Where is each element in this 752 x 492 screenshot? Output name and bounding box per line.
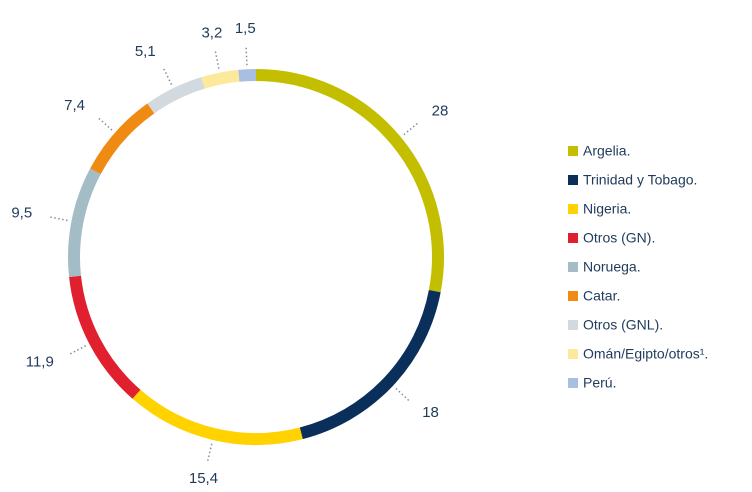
leader-line — [214, 48, 220, 69]
data-label: 11,9 — [26, 353, 54, 370]
leader-line — [162, 66, 173, 85]
leader-line — [67, 345, 87, 356]
legend-swatch — [568, 233, 578, 243]
legend-label: Otros (GNL). — [583, 317, 663, 333]
legend-label: Noruega. — [583, 259, 641, 275]
legend-swatch — [568, 378, 578, 388]
legend-swatch — [568, 146, 578, 156]
leader-line — [403, 121, 420, 136]
legend-swatch — [568, 262, 578, 272]
legend-swatch — [568, 291, 578, 301]
data-label: 1,5 — [235, 20, 256, 37]
leader-line — [395, 387, 412, 403]
legend-label: Omán/Egipto/otros¹. — [583, 346, 708, 362]
leader-line — [47, 215, 68, 222]
data-label: 9,5 — [11, 205, 32, 222]
donut-slice — [255, 69, 444, 293]
data-label: 28 — [432, 103, 449, 120]
data-label: 7,4 — [64, 97, 85, 114]
legend-swatch — [568, 175, 578, 185]
donut-slice — [147, 77, 205, 114]
legend-swatch — [568, 204, 578, 214]
data-label: 15,4 — [189, 470, 218, 487]
leader-line — [96, 116, 113, 131]
donut-slice — [90, 103, 155, 175]
data-label: 5,1 — [135, 43, 156, 60]
donut-slice — [68, 168, 101, 278]
data-label: 18 — [422, 404, 439, 421]
leader-line — [245, 45, 248, 66]
data-label: 3,2 — [201, 24, 222, 41]
legend-label: Trinidad y Tobago. — [583, 172, 697, 188]
donut-slice — [201, 69, 240, 89]
legend-label: Nigeria. — [583, 201, 631, 217]
donut-slice — [69, 275, 141, 399]
legend-swatch — [568, 320, 578, 330]
donut-slice — [299, 289, 441, 440]
leader-line — [206, 443, 213, 464]
legend-label: Otros (GN). — [583, 230, 655, 246]
legend-swatch — [568, 349, 578, 359]
donut-slice — [238, 69, 257, 82]
legend-label: Argelia. — [583, 143, 630, 159]
legend-label: Perú. — [583, 375, 616, 391]
donut-slice — [132, 389, 303, 445]
legend-label: Catar. — [583, 288, 620, 304]
